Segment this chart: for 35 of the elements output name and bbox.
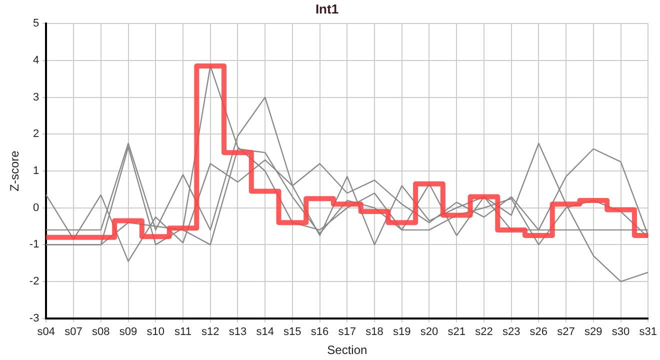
y-tick-label: 4 bbox=[33, 54, 40, 66]
x-tick-label: s29 bbox=[584, 326, 602, 338]
y-axis-title: Z-score bbox=[8, 150, 22, 192]
x-tick-label: s26 bbox=[530, 326, 548, 338]
y-tick-label: 0 bbox=[33, 202, 40, 214]
x-axis-title: Section bbox=[327, 343, 368, 358]
y-tick-label: -3 bbox=[29, 312, 40, 324]
y-tick-label: 2 bbox=[33, 128, 40, 140]
x-tick-label: s21 bbox=[448, 326, 466, 338]
y-tick-label: -2 bbox=[29, 276, 40, 288]
x-tick-label: s10 bbox=[146, 326, 164, 338]
x-tick-label: s14 bbox=[256, 326, 274, 338]
chart-title: Int1 bbox=[315, 1, 339, 16]
x-tick-label: s18 bbox=[366, 326, 384, 338]
y-tick-label: 3 bbox=[33, 91, 40, 104]
x-tick-label: s22 bbox=[475, 326, 493, 338]
x-tick-label: s27 bbox=[557, 326, 575, 338]
x-tick-label: s15 bbox=[284, 326, 302, 338]
x-tick-label: s30 bbox=[612, 326, 630, 338]
x-tick-label: s20 bbox=[420, 326, 438, 338]
x-tick-label: s23 bbox=[502, 326, 520, 338]
x-tick-label: s04 bbox=[37, 326, 56, 338]
x-tick-label: s13 bbox=[228, 326, 247, 338]
x-tick-label: s11 bbox=[174, 326, 192, 338]
y-tick-label: 5 bbox=[33, 18, 40, 30]
x-tick-label: s31 bbox=[639, 326, 658, 338]
x-tick-label: s08 bbox=[92, 326, 110, 338]
x-tick-label: s07 bbox=[64, 326, 82, 338]
x-tick-label: s17 bbox=[338, 326, 356, 338]
x-tick-label: s16 bbox=[310, 326, 329, 338]
x-tick-label: s12 bbox=[201, 326, 220, 338]
x-tick-label: s09 bbox=[119, 326, 138, 338]
y-tick-label: -1 bbox=[29, 238, 40, 251]
x-tick-label: s19 bbox=[393, 326, 411, 338]
y-tick-label: 1 bbox=[33, 165, 40, 178]
